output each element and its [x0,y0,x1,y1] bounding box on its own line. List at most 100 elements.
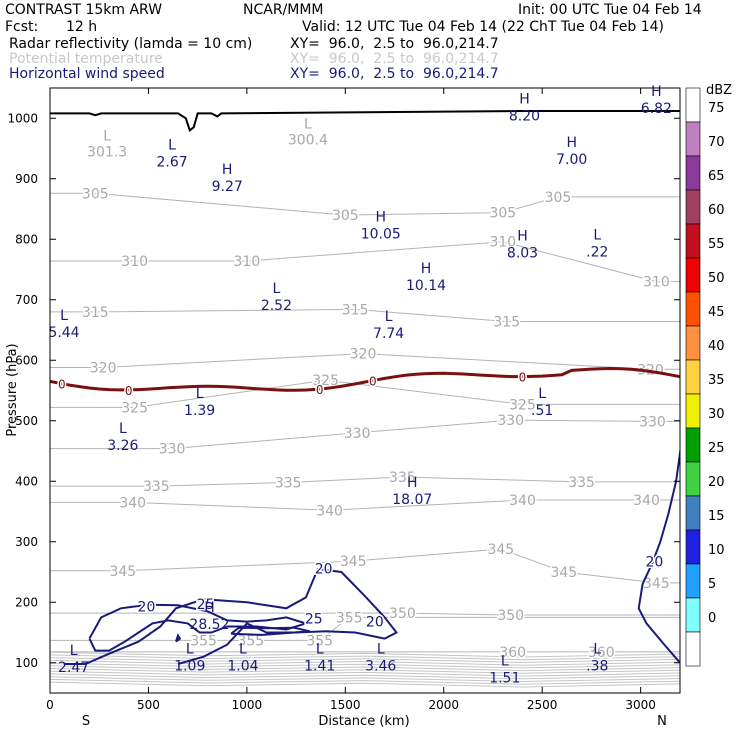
theta-label: 305 [332,208,359,224]
theta-contour-upper [50,657,680,663]
theta-label: 350 [497,608,524,624]
wind-extremum-kind: H [519,91,530,107]
theta-label: 315 [342,302,369,318]
wind-extremum-value: 2.67 [156,154,187,170]
theta-contour-upper [50,676,680,683]
theta-contour-upper [50,681,680,688]
theta-label: 345 [109,564,136,580]
wind-extremum-kind: H [375,209,386,225]
terrain-line [50,110,680,132]
theta-label: 345 [340,554,367,570]
theta-contour-335 [50,476,680,487]
wind-contour-small [175,633,182,643]
colorbar-level-label: 65 [708,169,725,184]
theta-contour-310 [50,241,680,283]
y-tick-label: 600 [15,353,38,367]
wind-extremum-kind: L [538,386,546,402]
wind-speed-label: 20 [645,555,663,571]
wind-extremum-value: 2.52 [261,298,292,314]
wind-extremum-value: 1.09 [174,658,205,674]
wind-extremum-value: 10.14 [406,278,446,294]
wind-extremum-value: .51 [531,403,553,419]
field-xy-theta: XY= 96.0, 2.5 to 96.0,214.7 [290,51,499,67]
wind-contour-20-north [637,446,680,664]
wind-extremum-value: 28.52 [189,617,229,633]
x-axis-end-label: N [657,714,667,729]
wind-extremum-value: 10.05 [361,226,401,242]
theta-label: 310 [489,235,516,251]
theta-contour-upper [50,659,680,666]
y-tick-label: 800 [15,232,38,246]
theta-label: 340 [316,503,343,519]
wind-extremum-value: 8.20 [509,108,540,124]
y-tick-label: 400 [15,474,38,488]
colorbar-swatch [685,427,701,463]
colorbar-swatch [685,393,701,429]
freezing-level-label: 0 [369,375,377,389]
x-tick-label: 1000 [232,698,263,712]
x-tick-label: 1500 [330,698,361,712]
wind-extremum-kind: L [593,641,601,657]
x-tick-label: 2500 [527,698,558,712]
wind-extremum-kind: L [377,641,385,657]
colorbar-swatch [685,529,701,565]
theta-label: 340 [119,495,146,511]
forecast-label: Fcst: [5,19,39,35]
wind-extremum-kind: L [70,643,78,659]
theta-contour-upper [50,668,680,674]
theta-label: 335 [389,470,416,486]
wind-speed-contours [63,446,680,665]
wind-extremum-value: 7.00 [556,152,587,168]
field-name-reflectivity: Radar reflectivity (lamda = 10 cm) [9,36,253,52]
field-name-wind: Horizontal wind speed [9,66,165,82]
colorbar-swatch [685,189,701,225]
theta-extremum-kind: L [304,116,312,132]
terrain-surface [50,110,680,132]
theta-label: 330 [344,426,371,442]
theta-contour-upper [50,673,680,680]
wind-extremum-value: 1.39 [184,403,215,419]
colorbar-swatch [685,121,701,157]
field-xy-reflectivity: XY= 96.0, 2.5 to 96.0,214.7 [290,36,499,52]
x-tick-label: 500 [137,698,160,712]
theta-extremum-value: 300.4 [288,132,328,148]
colorbar-swatch [685,461,701,497]
wind-extremum-kind: L [273,281,281,297]
wind-extremum-kind: L [60,308,68,324]
theta-label: 355 [190,633,217,649]
theta-label: 320 [350,347,377,363]
theta-label: 355 [237,633,264,649]
theta-label: 315 [82,305,109,321]
colorbar-level-label: 55 [708,237,725,252]
colorbar-level-label: 30 [708,407,725,422]
x-tick-label: 2000 [428,698,459,712]
wind-extremum-kind: L [239,641,247,657]
freezing-level-label: 0 [519,371,527,385]
wind-extremum-kind: H [517,229,528,245]
forecast-value: 12 h [66,19,98,35]
potential-temperature-contours [50,192,680,688]
wind-contour-inner [230,626,311,636]
freezing-level-contour [50,366,680,392]
wind-extremum-value: .38 [586,658,608,674]
wind-extremum-kind: H [421,261,432,277]
theta-label: 340 [633,493,660,509]
wind-extremum-kind: L [316,641,324,657]
theta-contour-340 [50,499,680,511]
wind-extremum-kind: H [651,84,662,100]
wind-extremum-kind: H [566,135,577,151]
colorbar-level-label: 75 [708,101,725,116]
theta-label: 325 [509,397,536,413]
theta-label: 340 [509,493,536,509]
x-axis-start-label: S [82,714,90,729]
wind-extremum-value: 18.07 [392,492,432,508]
wind-extremum-kind: H [222,162,233,178]
colorbar-level-label: 70 [708,135,725,150]
theta-label: 345 [550,565,577,581]
colorbar-swatch [685,257,701,293]
theta-contour-305 [50,192,680,216]
colorbar-swatch [685,155,701,191]
theta-contour-325 [50,379,680,408]
